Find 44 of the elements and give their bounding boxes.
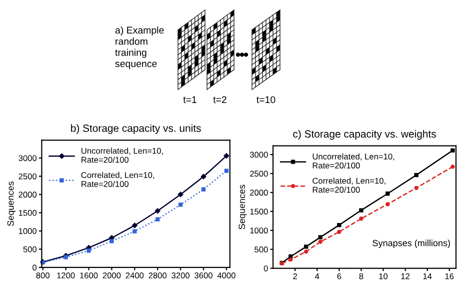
x-tick-label: 16 <box>445 273 454 280</box>
y-tick-label: 1000 <box>18 228 37 234</box>
legend-label: Uncorrelated, Len=10, Rate=20/100 <box>82 148 163 163</box>
x-tick-label: 1600 <box>80 272 98 278</box>
x-tick-label: 800 <box>36 272 50 278</box>
x-tick-label: 6 <box>337 273 342 280</box>
x-tick-label: 2800 <box>148 272 167 278</box>
y-axis-title: Sequences <box>238 184 247 230</box>
x-tick-label: 12 <box>401 273 410 280</box>
y-tick-label: 2000 <box>250 190 268 196</box>
y-axis-title: Sequences <box>7 182 16 226</box>
x-tick-label: 1200 <box>57 272 75 278</box>
x-tick-label: 10 <box>379 273 388 280</box>
y-tick-label: 1000 <box>250 228 268 234</box>
x-tick-label: 2400 <box>126 272 144 278</box>
y-tick-label: 1500 <box>18 210 37 216</box>
y-tick-label: 500 <box>23 246 37 252</box>
y-tick-label: 500 <box>254 246 268 252</box>
x-tick-label: 4000 <box>217 272 236 278</box>
y-tick-label: 1500 <box>250 208 268 215</box>
y-tick-label: 2500 <box>250 170 268 177</box>
x-tick-label: 4 <box>314 273 320 280</box>
legend-label: Correlated, Len=10, Rate=20/100 <box>312 178 386 193</box>
y-tick-label: 2000 <box>18 192 37 198</box>
x-tick-label: 3600 <box>194 272 212 278</box>
y-tick-label: 0 <box>32 264 37 271</box>
y-tick-label: 3000 <box>250 152 268 158</box>
chart-title: c) Storage capacity vs. weights <box>293 130 436 140</box>
y-tick-label: 0 <box>264 265 268 272</box>
x-tick-label: 8 <box>359 273 364 280</box>
text: t=10 <box>256 96 276 104</box>
x-axis-title: Synapses (millions) <box>372 240 450 248</box>
legend-label: Uncorrelated, Len=10, Rate=20/100 <box>312 153 394 168</box>
y-tick-label: 3000 <box>18 155 37 162</box>
legend-label: Correlated, Len=10, Rate=20/100 <box>81 172 154 187</box>
x-tick-label: 14 <box>423 273 432 280</box>
x-tick-label: 2 <box>293 273 297 280</box>
chart-title: b) Storage capacity vs. units <box>71 124 201 134</box>
text: a) Example random training sequence <box>115 26 164 70</box>
x-tick-label: 2000 <box>102 272 121 278</box>
y-tick-label: 2500 <box>18 173 37 180</box>
x-tick-label: 3200 <box>172 272 190 278</box>
text: t=2 <box>213 96 226 104</box>
text: t=1 <box>183 96 196 104</box>
